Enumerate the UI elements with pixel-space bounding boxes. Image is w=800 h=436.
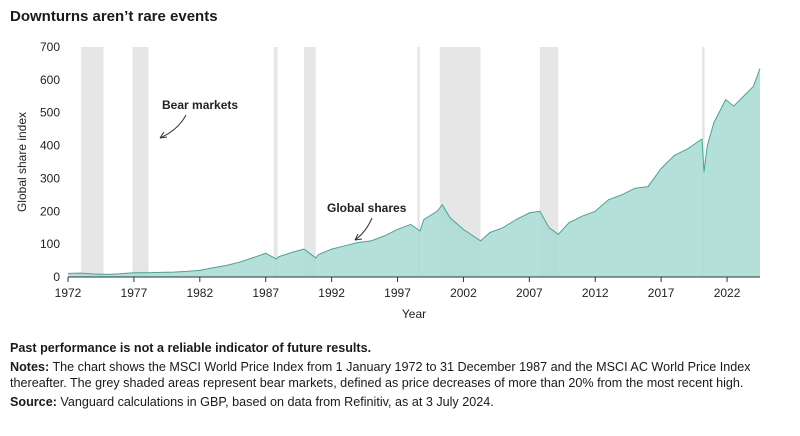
arrow-head bbox=[354, 233, 363, 241]
y-tick-label: 100 bbox=[40, 237, 60, 251]
notes-text: The chart shows the MSCI World Price Ind… bbox=[10, 360, 751, 390]
axes-group: 1972 1977 1982 1987 1992 1997 2002 2007 2012 2017… bbox=[40, 40, 760, 300]
performance-disclaimer: Past performance is not a reliable indic… bbox=[10, 341, 372, 355]
y-tick-label: 700 bbox=[40, 40, 60, 54]
x-tick-label: 1977 bbox=[121, 286, 148, 300]
bear-market-band bbox=[273, 47, 278, 277]
y-tick-label: 500 bbox=[40, 106, 60, 120]
annotation-global-shares: Global shares bbox=[327, 201, 407, 215]
y-tick-label: 0 bbox=[53, 270, 60, 284]
x-tick-label: 2022 bbox=[714, 286, 741, 300]
x-tick-label: 1997 bbox=[384, 286, 411, 300]
y-tick-label: 400 bbox=[40, 139, 60, 153]
notes-paragraph: Notes: The chart shows the MSCI World Pr… bbox=[10, 359, 785, 391]
chart-title: Downturns aren’t rare events bbox=[10, 8, 218, 25]
bear-market-band bbox=[81, 47, 104, 277]
x-axis-title: Year bbox=[402, 307, 426, 321]
bear-market-band bbox=[132, 47, 149, 277]
x-tick-label: 2007 bbox=[516, 286, 543, 300]
x-tick-label: 2002 bbox=[450, 286, 477, 300]
x-tick-label: 1992 bbox=[318, 286, 345, 300]
global-shares-area bbox=[68, 68, 760, 278]
y-tick-label: 200 bbox=[40, 204, 60, 218]
y-tick-label: 600 bbox=[40, 73, 60, 87]
global-shares-line bbox=[67, 68, 761, 275]
x-tick-label: 2012 bbox=[582, 286, 609, 300]
labels-group: Year Global share index Bear markets Global… bbox=[15, 98, 426, 321]
annotation-arrow-shares bbox=[354, 217, 373, 241]
source-label: Source: bbox=[10, 395, 57, 409]
share-index-chart: 1972 1977 1982 1987 1992 1997 2002 2007 2012 2017… bbox=[15, 40, 761, 321]
y-tick-label: 300 bbox=[40, 171, 60, 185]
x-tick-label: 2017 bbox=[648, 286, 675, 300]
source-text: Vanguard calculations in GBP, based on d… bbox=[56, 395, 494, 409]
y-axis-title: Global share index bbox=[15, 112, 29, 212]
x-tick-label: 1982 bbox=[186, 286, 213, 300]
notes-section: Past performance is not a reliable indic… bbox=[10, 340, 785, 413]
annotation-arrow-bear bbox=[159, 114, 187, 139]
notes-label: Notes: bbox=[10, 360, 50, 374]
x-tick-label: 1987 bbox=[252, 286, 279, 300]
bear-market-band bbox=[303, 47, 316, 277]
source-paragraph: Source: Vanguard calculations in GBP, ba… bbox=[10, 394, 785, 410]
annotation-bear-markets: Bear markets bbox=[162, 98, 238, 112]
area-group bbox=[67, 68, 761, 278]
arrow-head bbox=[159, 131, 168, 139]
bear-market-band bbox=[417, 47, 420, 277]
x-tick-label: 1972 bbox=[55, 286, 82, 300]
